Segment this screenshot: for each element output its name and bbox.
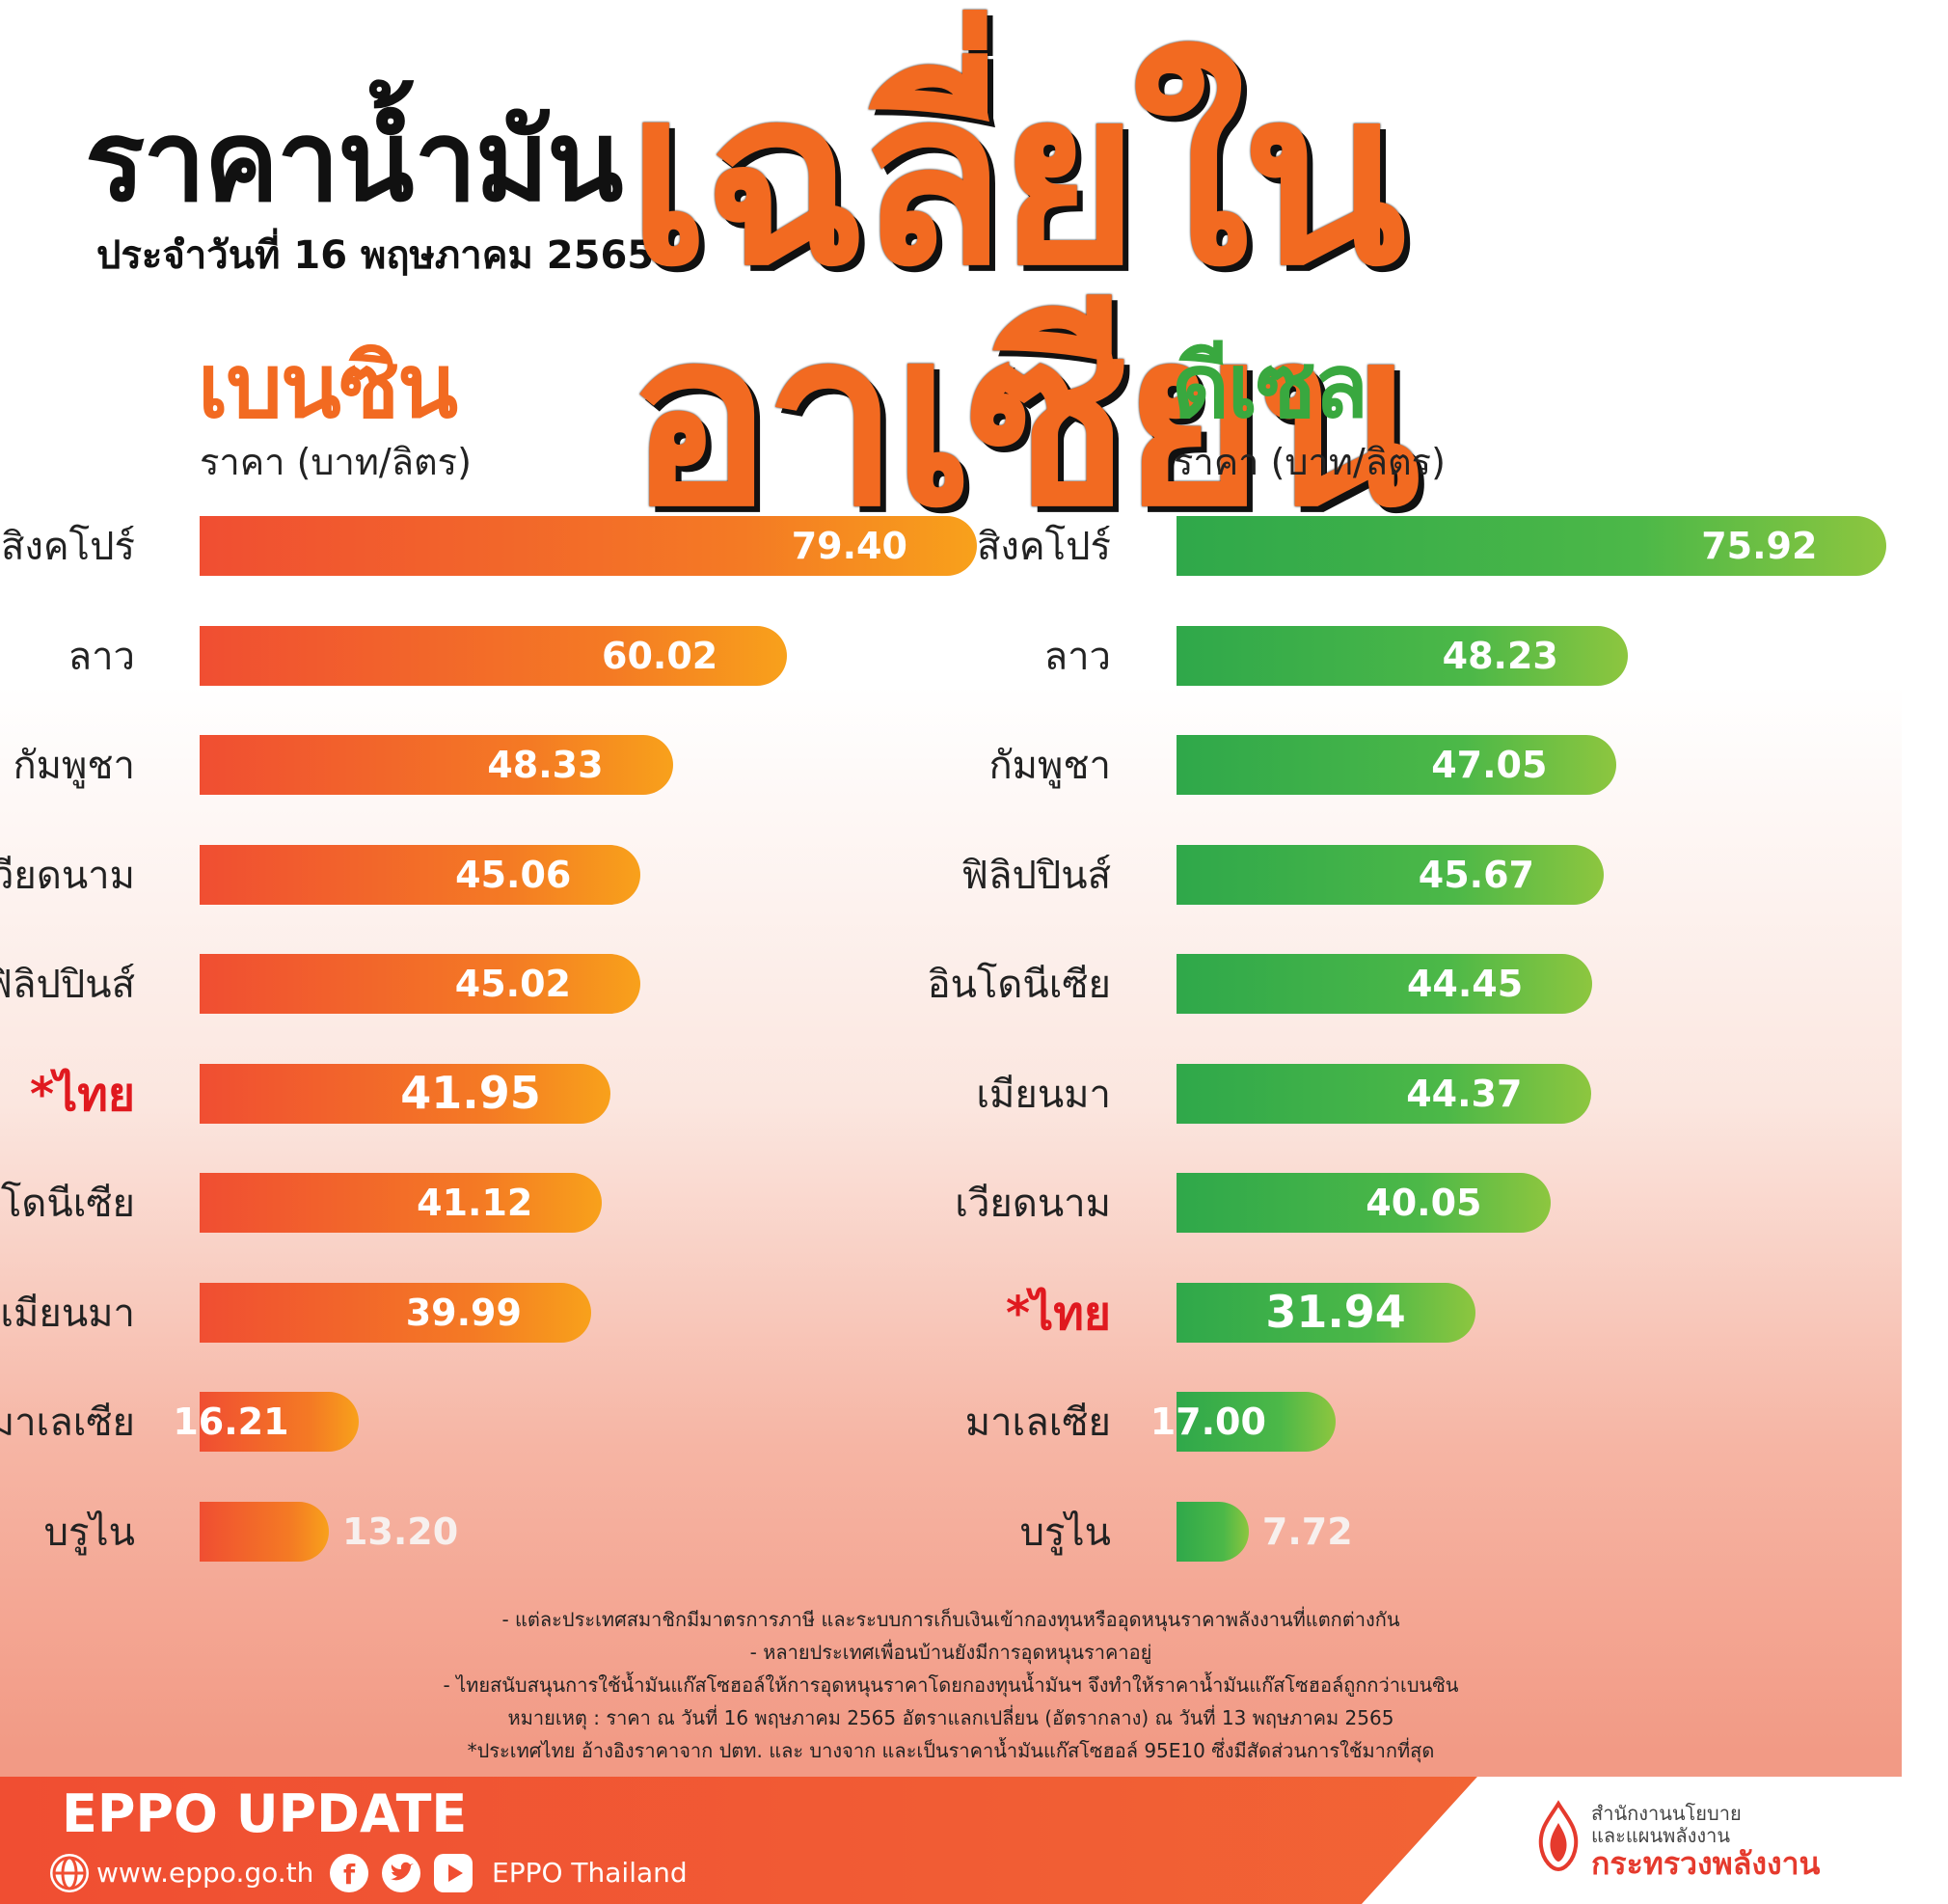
org-name-line1: สำนักงานนโยบาย bbox=[1591, 1802, 1742, 1825]
date-subtitle: ประจำวันที่ 16 พฤษภาคม 2565 bbox=[96, 233, 655, 278]
bar bbox=[1177, 1282, 1475, 1343]
category-label: ลาว bbox=[68, 634, 135, 679]
category-label: บรูไน bbox=[1019, 1510, 1111, 1555]
bar bbox=[200, 844, 641, 905]
bar bbox=[1177, 625, 1628, 686]
category-label: มาเลเซีย bbox=[964, 1401, 1111, 1445]
category-label: อินโดนีเซีย bbox=[0, 1182, 135, 1226]
bar bbox=[1177, 1173, 1552, 1233]
category-label: กัมพูชา bbox=[13, 744, 135, 788]
category-label: อินโดนีเซีย bbox=[927, 963, 1111, 1007]
page-title: ราคาน้ำมัน bbox=[85, 96, 623, 227]
data-label: 7.72 bbox=[1261, 1510, 1353, 1553]
org-name-line2: และแผนพลังงาน bbox=[1591, 1824, 1731, 1847]
data-label: 16.21 bbox=[173, 1401, 289, 1443]
bar bbox=[200, 735, 673, 795]
bar bbox=[200, 1282, 591, 1343]
data-label: 40.05 bbox=[1366, 1182, 1482, 1224]
data-label: 41.12 bbox=[417, 1182, 533, 1224]
category-label: เมียนมา bbox=[976, 1072, 1111, 1117]
data-label: 13.20 bbox=[341, 1510, 459, 1553]
footnotes: - แต่ละประเทศสมาชิกมีมาตรการภาษี และระบบ… bbox=[0, 1603, 1902, 1767]
bar bbox=[200, 1501, 329, 1562]
footnote-line: - ไทยสนับสนุนการใช้น้ำมันแก๊สโซฮอล์ให้กา… bbox=[443, 1673, 1459, 1697]
eppo-flame-logo-icon bbox=[1531, 1800, 1585, 1873]
data-label: 45.02 bbox=[454, 963, 571, 1005]
category-label: เมียนมา bbox=[0, 1291, 135, 1336]
brand-name: EPPO UPDATE bbox=[62, 1783, 468, 1844]
globe-icon[interactable] bbox=[50, 1854, 89, 1892]
category-label: เวียดนาม bbox=[0, 853, 135, 898]
footnote-line: - แต่ละประเทศสมาชิกมีมาตรการภาษี และระบบ… bbox=[501, 1608, 1400, 1631]
benzin-title: เบนซิน bbox=[198, 335, 458, 438]
bar bbox=[1177, 1392, 1336, 1452]
data-label: 17.00 bbox=[1150, 1401, 1266, 1443]
facebook-icon[interactable]: f bbox=[330, 1854, 368, 1892]
bar bbox=[1177, 735, 1617, 795]
category-label: บรูไน bbox=[43, 1510, 135, 1555]
data-label: 45.06 bbox=[455, 853, 572, 896]
footer-band bbox=[0, 1777, 1477, 1904]
bar bbox=[1177, 1063, 1592, 1124]
data-label: 47.05 bbox=[1431, 744, 1548, 786]
category-label: มาเลเซีย bbox=[0, 1401, 135, 1445]
infographic: ราคาน้ำมัน ประจำวันที่ 16 พฤษภาคม 2565 เ… bbox=[0, 0, 1902, 1904]
footnote-line: *ประเทศไทย อ้างอิงราคาจาก ปตท. และ บางจา… bbox=[467, 1739, 1435, 1762]
data-label: 75.92 bbox=[1701, 525, 1818, 567]
diesel-unit-label: ราคา (บาท/ลิตร) bbox=[1174, 441, 1446, 483]
category-label: สิงคโปร์ bbox=[976, 525, 1111, 569]
website-link[interactable]: www.eppo.go.th bbox=[96, 1857, 314, 1889]
bar bbox=[200, 1173, 603, 1233]
category-label: ฟิลิปปินส์ bbox=[960, 853, 1111, 898]
category-label: สิงคโปร์ bbox=[0, 525, 135, 569]
bar bbox=[200, 1063, 610, 1124]
data-label: 45.67 bbox=[1418, 853, 1534, 896]
bar bbox=[1177, 516, 1887, 576]
ministry-name: กระทรวงพลังงาน bbox=[1591, 1845, 1821, 1882]
bar bbox=[1177, 954, 1593, 1014]
bar bbox=[1177, 1501, 1249, 1562]
category-label: ฟิลิปปินส์ bbox=[0, 963, 135, 1007]
bar bbox=[200, 1392, 359, 1452]
data-label: 79.40 bbox=[791, 525, 907, 567]
data-label: 48.23 bbox=[1442, 634, 1558, 677]
category-label: *ไทย bbox=[1005, 1286, 1111, 1341]
data-label: 41.95 bbox=[400, 1066, 541, 1119]
footnote-line: หมายเหตุ : ราคา ณ วันที่ 16 พฤษภาคม 2565… bbox=[507, 1706, 1394, 1729]
footnote-line: - หลายประเทศเพื่อนบ้านยังมีการอุดหนุนราค… bbox=[749, 1641, 1152, 1664]
svg-text:f: f bbox=[343, 1859, 356, 1890]
category-label: ลาว bbox=[1043, 634, 1111, 679]
data-label: 44.45 bbox=[1406, 963, 1524, 1005]
data-label: 48.33 bbox=[487, 744, 604, 786]
category-label: กัมพูชา bbox=[988, 744, 1111, 788]
diesel-title: ดีเซล bbox=[1172, 335, 1368, 438]
category-label: *ไทย bbox=[29, 1067, 135, 1122]
category-label: เวียดนาม bbox=[955, 1182, 1111, 1226]
data-label: 44.37 bbox=[1406, 1072, 1523, 1115]
bar bbox=[1177, 844, 1604, 905]
data-label: 39.99 bbox=[405, 1291, 522, 1334]
social-account-name[interactable]: EPPO Thailand bbox=[492, 1857, 688, 1889]
twitter-icon[interactable] bbox=[382, 1854, 420, 1892]
bar bbox=[200, 625, 788, 686]
bar bbox=[200, 516, 977, 576]
bar bbox=[200, 954, 640, 1014]
youtube-icon[interactable] bbox=[434, 1854, 473, 1892]
data-label: 60.02 bbox=[602, 634, 718, 677]
data-label: 31.94 bbox=[1265, 1285, 1406, 1338]
headline: เฉลี่ยในอาเซียน bbox=[627, 38, 1420, 559]
benzin-unit-label: ราคา (บาท/ลิตร) bbox=[200, 441, 472, 483]
